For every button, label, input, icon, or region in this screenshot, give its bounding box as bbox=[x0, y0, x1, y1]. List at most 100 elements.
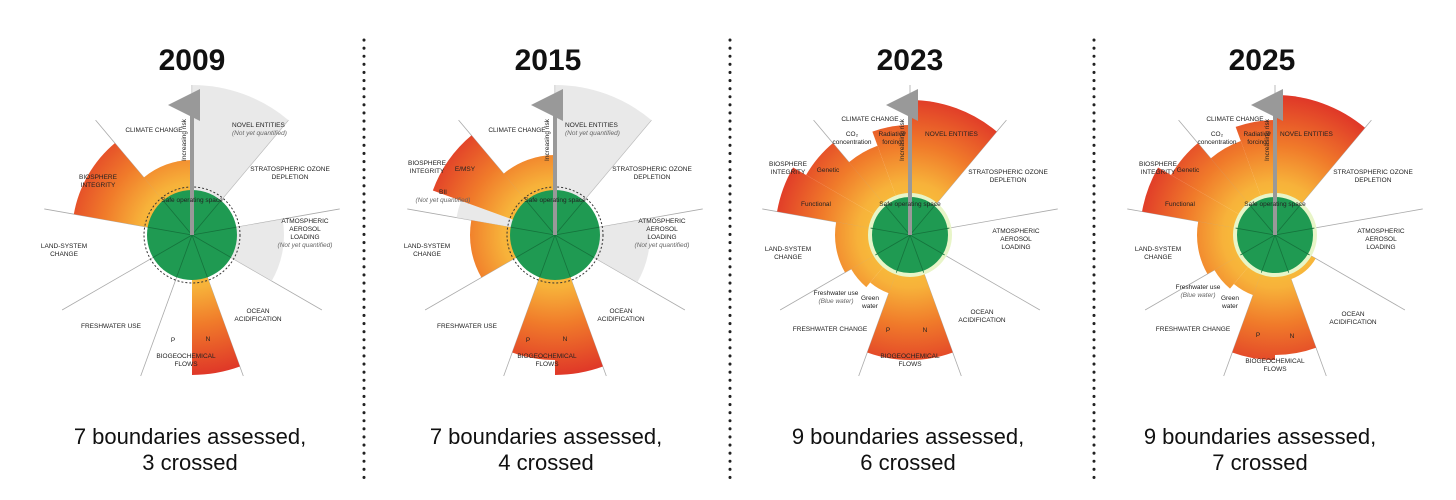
label-line: ATMOSPHERIC bbox=[281, 218, 328, 225]
label-line: N bbox=[923, 327, 928, 334]
safe-divider bbox=[554, 234, 595, 258]
label-line: BIOGEOCHEMICAL bbox=[517, 353, 577, 360]
label-line: LOADING bbox=[290, 234, 319, 241]
boundary-label: E/MSY bbox=[455, 166, 476, 173]
label-line: BII bbox=[439, 189, 447, 196]
label-line: CLIMATE CHANGE bbox=[488, 127, 546, 134]
label-line: (Not yet quantified) bbox=[232, 130, 287, 137]
boundary-label: P bbox=[171, 337, 175, 344]
safe-divider bbox=[176, 234, 193, 278]
axis-label: Increasing risk bbox=[544, 118, 551, 161]
label-line: Freshwater use bbox=[814, 290, 859, 297]
boundary-label: P bbox=[526, 337, 530, 344]
boundary-label: Green water bbox=[1221, 295, 1239, 310]
safe-divider bbox=[191, 234, 208, 278]
caption: 3 crossed bbox=[142, 450, 237, 475]
safe-divider bbox=[152, 234, 193, 258]
label-line: FRESHWATER CHANGE bbox=[1156, 326, 1231, 333]
safe-divider bbox=[515, 234, 556, 258]
boundary-label: Green water bbox=[861, 295, 879, 310]
label-line: AEROSOL bbox=[646, 226, 678, 233]
panel: 2023 Increasing risk Safe operating space C… bbox=[762, 44, 1058, 475]
label-line: (Not yet quantified) bbox=[565, 130, 620, 137]
label-line: Green bbox=[861, 295, 879, 302]
label-line: LAND-SYSTEM bbox=[41, 243, 87, 250]
label-line: LAND-SYSTEM bbox=[404, 243, 450, 250]
label-line: STRATOSPHERIC OZONE bbox=[1333, 169, 1413, 176]
label-line: CHANGE bbox=[1144, 254, 1172, 261]
label-line: Genetic bbox=[817, 167, 840, 174]
boundary-label: BIOSPHERE INTEGRITY bbox=[79, 174, 118, 189]
axis-label: Increasing risk bbox=[181, 118, 188, 161]
label-line: Green bbox=[1221, 295, 1239, 302]
boundary-label: N bbox=[1290, 333, 1295, 340]
label-line: concentration bbox=[1197, 139, 1236, 146]
boundary-label: STRATOSPHERIC OZONE DEPLETION bbox=[612, 166, 692, 181]
caption: 7 boundaries assessed, bbox=[74, 424, 306, 449]
label-line: LOADING bbox=[1001, 244, 1030, 251]
safe-divider bbox=[191, 226, 237, 236]
boundary-label: FRESHWATER USE bbox=[437, 323, 498, 330]
label-line: NOVEL ENTITIES bbox=[1280, 131, 1334, 138]
label-line: NOVEL ENTITIES bbox=[232, 122, 286, 129]
safe-label: Safe operating space bbox=[879, 201, 941, 208]
boundary-label: BIOSPHERE INTEGRITY bbox=[769, 161, 808, 176]
label-line: STRATOSPHERIC OZONE bbox=[968, 169, 1048, 176]
boundary-label: BIOSPHERE INTEGRITY bbox=[408, 160, 447, 175]
safe-divider bbox=[870, 227, 911, 236]
year-title: 2023 bbox=[877, 44, 944, 77]
boundary-label: NOVEL ENTITIES (Not yet quantified) bbox=[565, 122, 620, 137]
label-line: NOVEL ENTITIES bbox=[925, 131, 979, 138]
safe-divider bbox=[909, 234, 925, 273]
boundary-label: CO₂ concentration bbox=[1197, 131, 1236, 146]
caption: 7 crossed bbox=[1212, 450, 1307, 475]
label-line: N bbox=[206, 336, 211, 343]
safe-divider bbox=[554, 200, 585, 236]
label-line: ATMOSPHERIC bbox=[638, 218, 685, 225]
boundary-label: STRATOSPHERIC OZONE DEPLETION bbox=[250, 166, 330, 181]
label-line: E/MSY bbox=[455, 166, 476, 173]
panel: 2015 Increasing risk Safe operating space C… bbox=[404, 44, 703, 475]
label-line: CHANGE bbox=[413, 251, 441, 258]
boundary-label: Radiative forcing bbox=[1243, 131, 1270, 146]
safe-label: Safe operating space bbox=[161, 197, 223, 204]
label-line: LAND-SYSTEM bbox=[765, 246, 811, 253]
label-line: Freshwater use bbox=[1176, 284, 1221, 291]
label-line: ATMOSPHERIC bbox=[1357, 228, 1404, 235]
label-line: P bbox=[526, 337, 530, 344]
label-line: FLOWS bbox=[174, 361, 198, 368]
boundary-label: BIOGEOCHEMICAL FLOWS bbox=[1245, 358, 1305, 373]
boundary-label: LAND-SYSTEM CHANGE bbox=[404, 243, 450, 258]
caption: 6 crossed bbox=[860, 450, 955, 475]
label-line: FRESHWATER USE bbox=[81, 323, 142, 330]
label-line: (Blue water) bbox=[1180, 292, 1215, 299]
safe-divider bbox=[539, 234, 556, 278]
caption: 9 boundaries assessed, bbox=[792, 424, 1024, 449]
safe-divider bbox=[162, 200, 193, 236]
label-line: BIOSPHERE bbox=[1139, 161, 1178, 168]
boundary-label: OCEAN ACIDIFICATION bbox=[234, 308, 281, 323]
safe-divider bbox=[1274, 204, 1302, 236]
boundary-label: OCEAN ACIDIFICATION bbox=[1329, 311, 1376, 326]
safe-divider bbox=[191, 200, 222, 236]
label-line: CLIMATE CHANGE bbox=[841, 116, 899, 123]
boundary-label: Genetic bbox=[817, 167, 840, 174]
label-line: OCEAN bbox=[970, 309, 993, 316]
label-line: OCEAN bbox=[246, 308, 269, 315]
boundary-label: ATMOSPHERIC AEROSOL LOADING bbox=[992, 228, 1039, 251]
label-line: forcing bbox=[882, 139, 902, 146]
safe-divider bbox=[147, 226, 193, 236]
axis-label: Increasing risk bbox=[1264, 118, 1271, 161]
safe-divider bbox=[554, 234, 571, 278]
boundary-label: NOVEL ENTITIES bbox=[1280, 131, 1334, 138]
label-line: Functional bbox=[801, 201, 832, 208]
label-line: (Not yet quantified) bbox=[278, 242, 333, 249]
label-line: FLOWS bbox=[535, 361, 559, 368]
label-line: OCEAN bbox=[1341, 311, 1364, 318]
label-line: N bbox=[1290, 333, 1295, 340]
boundary-label: LAND-SYSTEM CHANGE bbox=[41, 243, 87, 258]
label-line: AEROSOL bbox=[1365, 236, 1397, 243]
label-line: DEPLETION bbox=[1355, 177, 1392, 184]
boundary-label: LAND-SYSTEM CHANGE bbox=[1135, 246, 1181, 261]
boundary-label: P bbox=[886, 327, 890, 334]
